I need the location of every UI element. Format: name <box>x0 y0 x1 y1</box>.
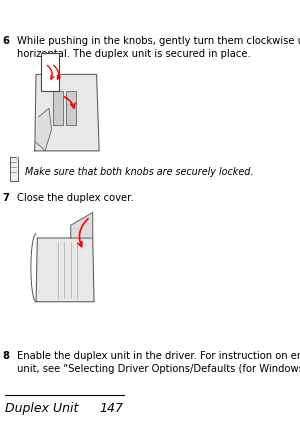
Text: Duplex Unit: Duplex Unit <box>5 402 79 415</box>
Text: 147: 147 <box>100 402 124 415</box>
Text: Enable the duplex unit in the driver. For instruction on enabling the duplex
uni: Enable the duplex unit in the driver. Fo… <box>17 351 300 374</box>
Polygon shape <box>16 156 18 160</box>
FancyBboxPatch shape <box>66 91 76 125</box>
FancyArrowPatch shape <box>47 65 54 79</box>
FancyBboxPatch shape <box>53 91 63 125</box>
Text: Make sure that both knobs are securely locked.: Make sure that both knobs are securely l… <box>25 167 254 177</box>
FancyBboxPatch shape <box>10 157 18 181</box>
Text: Close the duplex cover.: Close the duplex cover. <box>17 193 134 204</box>
Text: While pushing in the knobs, gently turn them clockwise until they are
horizontal: While pushing in the knobs, gently turn … <box>17 36 300 60</box>
Text: 8: 8 <box>2 351 9 361</box>
Polygon shape <box>71 212 93 238</box>
Text: 7: 7 <box>2 193 9 204</box>
FancyArrowPatch shape <box>54 65 61 79</box>
Polygon shape <box>35 74 99 151</box>
Polygon shape <box>36 238 94 302</box>
FancyBboxPatch shape <box>41 53 59 91</box>
FancyArrowPatch shape <box>64 97 75 108</box>
FancyArrowPatch shape <box>78 218 88 246</box>
Text: 6: 6 <box>2 36 9 46</box>
Polygon shape <box>36 108 52 151</box>
